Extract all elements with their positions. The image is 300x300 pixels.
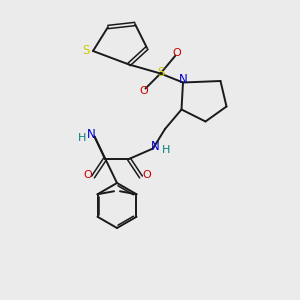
Text: N: N bbox=[178, 73, 188, 86]
Text: N: N bbox=[87, 128, 96, 141]
Text: S: S bbox=[157, 66, 164, 80]
Text: O: O bbox=[172, 48, 182, 58]
Text: H: H bbox=[161, 145, 170, 155]
Text: O: O bbox=[140, 86, 148, 97]
Text: O: O bbox=[142, 169, 151, 180]
Text: S: S bbox=[83, 44, 90, 58]
Text: N: N bbox=[151, 140, 160, 153]
Text: O: O bbox=[83, 169, 92, 180]
Text: H: H bbox=[78, 133, 86, 143]
